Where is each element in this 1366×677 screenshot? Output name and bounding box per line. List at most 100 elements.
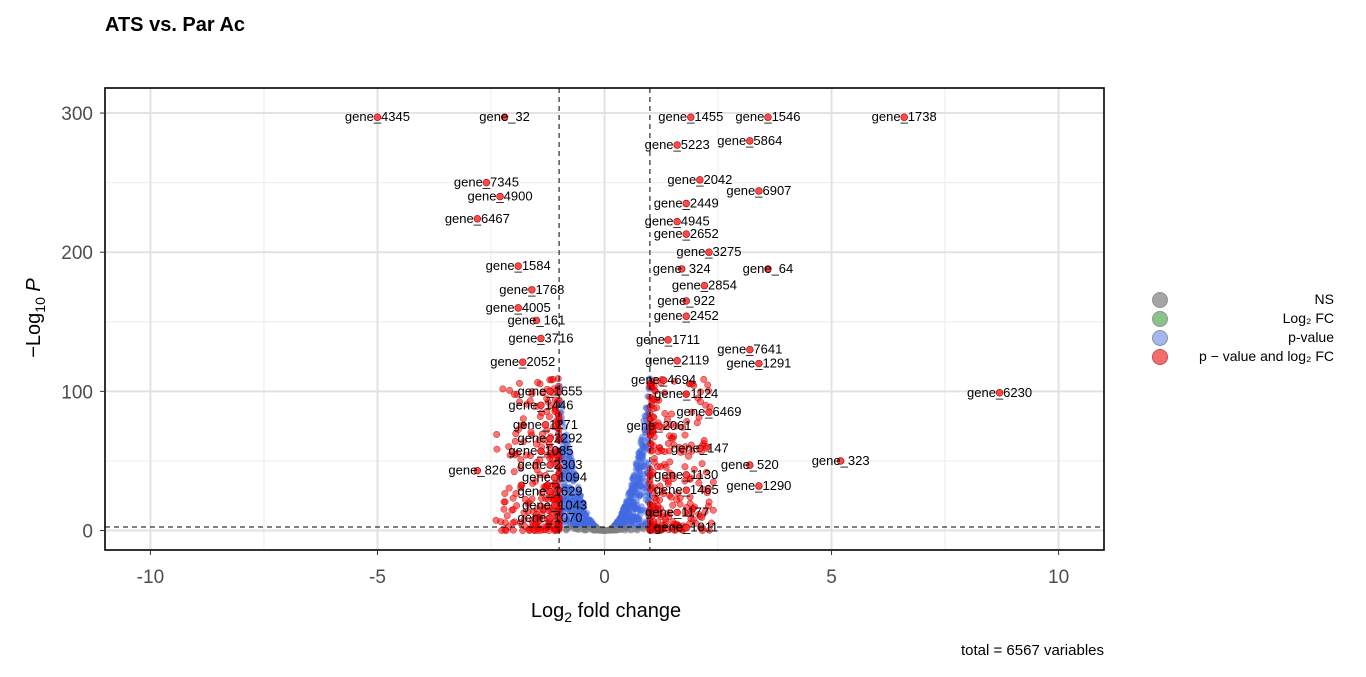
data-point-bg-sig — [700, 375, 708, 383]
data-point-bg-sig — [705, 387, 712, 395]
data-label: gene_1546 — [735, 109, 800, 124]
data-point-bg-sig — [654, 463, 661, 471]
data-point-bg — [563, 493, 571, 501]
data-point — [700, 281, 709, 290]
data-label: gene_1584 — [486, 258, 551, 273]
x-axis-label: Log2 fold change — [531, 600, 681, 625]
data-point-bg-sig — [702, 401, 709, 409]
data-point-bg-sig — [696, 513, 704, 520]
data-point — [673, 217, 681, 226]
data-point-bg-sig — [662, 515, 669, 523]
data-point-bg-sig — [529, 480, 536, 487]
data-label: gene_2119 — [645, 353, 709, 368]
data-label: gene_1271 — [513, 417, 578, 432]
data-point-bg-sig — [505, 443, 513, 451]
data-point-bg — [566, 466, 574, 473]
data-point-bg — [642, 496, 650, 503]
data-point-bg-sig — [683, 418, 691, 425]
data-point — [659, 376, 668, 384]
data-point-bg — [623, 524, 630, 532]
data-point-bg-sig — [544, 481, 551, 489]
data-label: gene_2042 — [667, 172, 732, 187]
data-point-bg — [630, 488, 637, 496]
data-point — [682, 230, 690, 238]
data-point-bg-sig — [666, 469, 674, 477]
data-point-bg-sig — [664, 477, 672, 485]
data-point-bg-sig — [534, 379, 542, 386]
data-point-bg-sig — [659, 490, 667, 498]
data-point-bg — [568, 461, 575, 468]
data-point-bg — [624, 504, 631, 511]
data-point-bg-sig — [668, 410, 675, 418]
data-point-bg — [562, 462, 570, 469]
data-point-bg-sig — [520, 438, 527, 446]
data-point — [655, 422, 663, 430]
data-point-bg-sig — [493, 445, 501, 453]
x-tick-label: 5 — [826, 567, 837, 588]
data-point-bg-sig — [648, 502, 656, 510]
data-point-bg-sig — [661, 410, 669, 417]
data-point-bg-sig — [546, 413, 553, 421]
data-label: gene_32 — [479, 109, 530, 124]
data-point-bg-sig — [669, 501, 677, 509]
data-point-bg-sig — [688, 505, 696, 513]
data-point — [682, 390, 690, 398]
data-point-bg-sig — [688, 408, 696, 416]
data-point — [473, 466, 482, 475]
data-point-bg-sig — [689, 380, 696, 387]
data-point-bg — [614, 518, 621, 525]
data-point-bg-sig — [670, 377, 678, 385]
data-point-bg-sig — [517, 481, 525, 489]
data-label: gene_4900 — [468, 189, 533, 204]
data-point — [836, 457, 845, 465]
data-point-bg-sig — [551, 396, 559, 404]
data-point-bg-sig — [697, 398, 704, 406]
data-label: gene_1070 — [517, 510, 582, 525]
data-label: gene_1291 — [726, 356, 791, 371]
data-label: gene_324 — [653, 261, 711, 276]
data-point-bg — [635, 449, 642, 457]
data-point — [755, 187, 763, 195]
data-point-bg-sig — [522, 451, 530, 459]
data-point-bg — [558, 402, 566, 409]
grid — [105, 88, 1104, 550]
data-point — [496, 192, 504, 201]
data-point-bg — [565, 452, 572, 460]
data-label: gene_520 — [721, 457, 779, 472]
data-point-bg-sig — [647, 440, 655, 448]
data-point — [373, 113, 382, 121]
data-point-bg-sig — [649, 468, 657, 476]
data-point — [537, 447, 545, 455]
data-point-bg-sig — [709, 478, 717, 486]
data-label: gene_1124 — [654, 386, 718, 401]
data-point-bg-sig — [672, 422, 680, 430]
x-tick-label: 0 — [599, 567, 610, 588]
data-point-bg-sig — [666, 458, 674, 466]
data-point — [900, 113, 908, 121]
data-label: gene_826 — [448, 463, 506, 478]
data-label: gene_161 — [507, 312, 565, 327]
data-label: gene_1655 — [517, 383, 582, 398]
data-point-bg-sig — [685, 452, 692, 460]
data-label: gene_3716 — [508, 330, 573, 345]
data-point — [537, 334, 545, 343]
data-point — [673, 357, 681, 365]
data-point-bg-sig — [546, 450, 554, 457]
data-point-bg — [561, 423, 568, 431]
data-label: gene_4005 — [486, 300, 551, 315]
data-point-bg-sig — [528, 390, 536, 398]
data-point-bg-sig — [527, 428, 535, 436]
data-label: gene_1177 — [645, 504, 709, 519]
data-point-bg — [571, 476, 578, 483]
data-point — [546, 514, 554, 522]
data-point-bg — [637, 491, 644, 498]
data-point-bg-sig — [543, 395, 551, 403]
legend-item: NS — [1150, 290, 1334, 310]
data-label: gene_2303 — [517, 457, 582, 472]
data-point-bg-sig — [516, 379, 523, 387]
data-point-bg — [625, 509, 633, 517]
data-point — [755, 482, 763, 490]
data-point-bg — [572, 508, 579, 516]
data-point-bg-sig — [542, 471, 550, 479]
data-label: gene_1768 — [499, 282, 564, 297]
